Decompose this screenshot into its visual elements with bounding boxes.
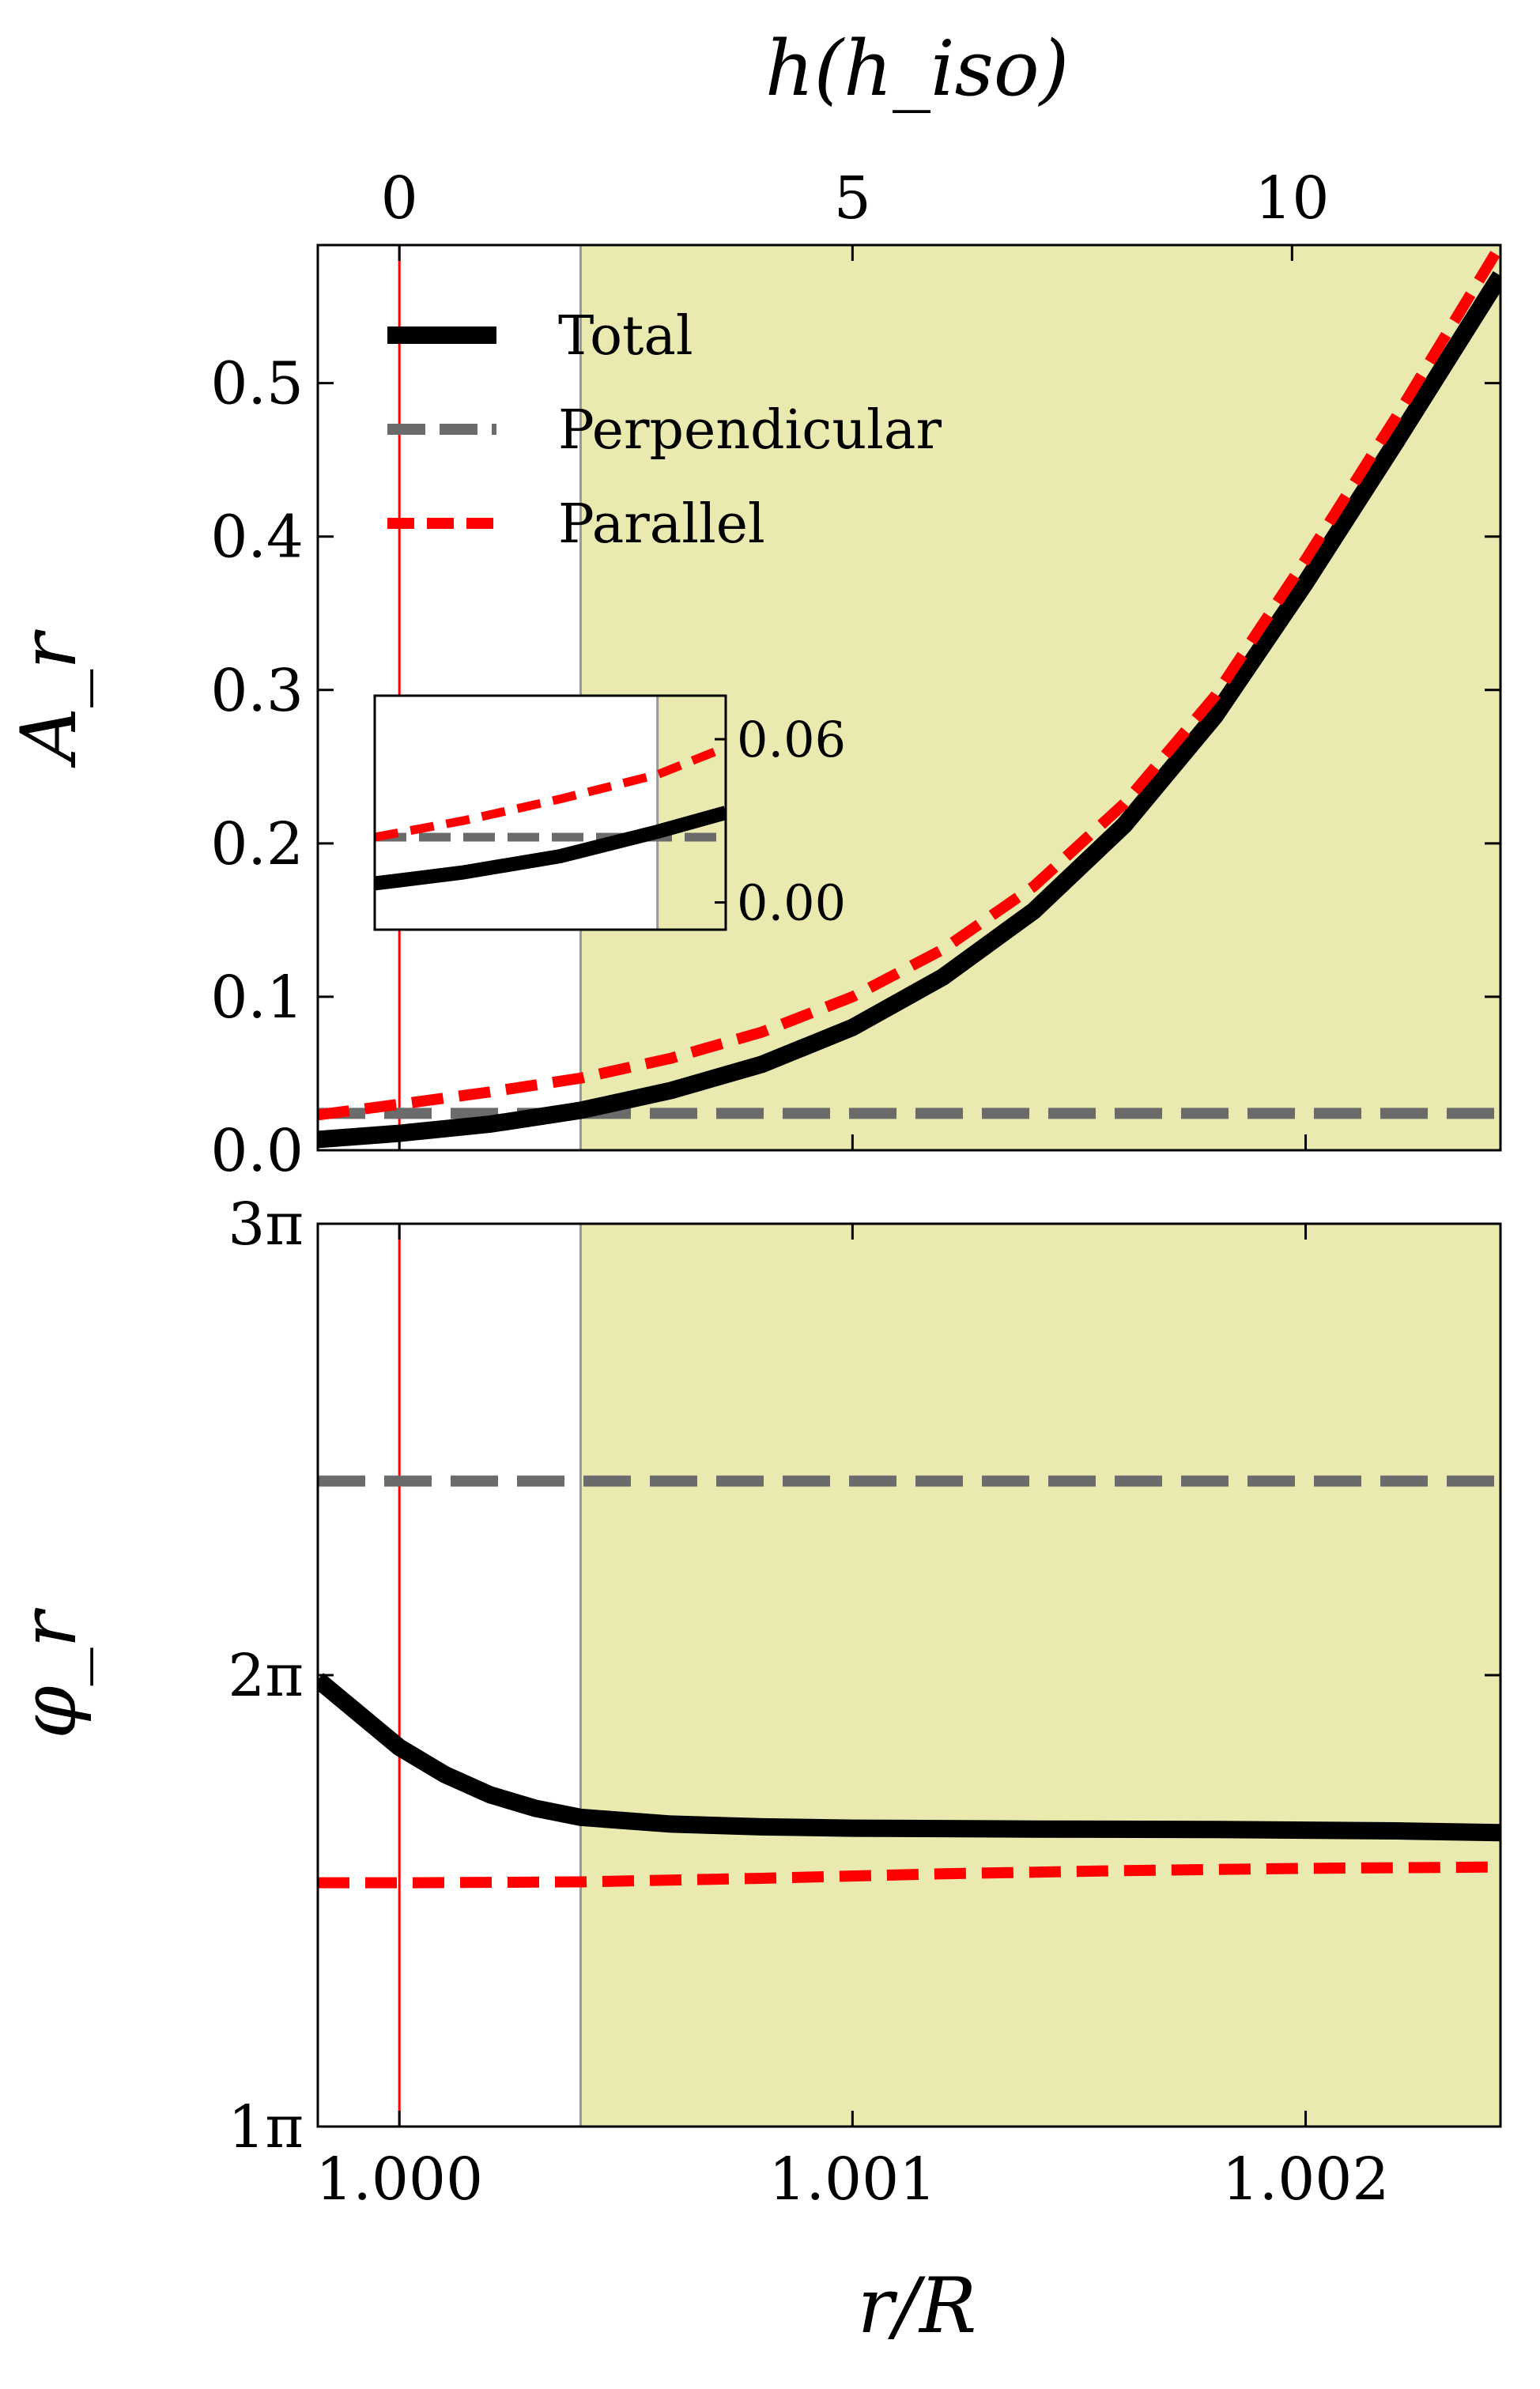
legend: Total Perpendicular Parallel	[387, 305, 942, 556]
bottom-series-parallel	[318, 1861, 1500, 1889]
inset-plot: 0.00 0.06	[373, 694, 846, 932]
top-xtick-label: 0	[381, 164, 418, 232]
bottom-xtick-label: 1.001	[768, 2146, 936, 2214]
top-xtick-label: 10	[1255, 164, 1329, 232]
legend-label-perpendicular: Perpendicular	[558, 399, 942, 462]
bottom-series-total	[318, 1673, 1500, 1842]
bottom-ytick-label: 2π	[228, 1642, 304, 1710]
top-ytick-label: 0.5	[210, 350, 304, 418]
top-ytick-label: 0.4	[210, 504, 304, 572]
bottom-ytick-label: 1π	[228, 2093, 304, 2161]
bottom-xtick-label: 1.002	[1222, 2146, 1390, 2214]
inset-frame	[373, 694, 727, 931]
bottom-y-axis-title: φ_r	[5, 1607, 93, 1738]
top-xtick-label: 5	[834, 164, 871, 232]
top-series-parallel	[318, 245, 1500, 1121]
top-ytick-label: 0.3	[210, 657, 304, 725]
bottom-ytick-label: 3π	[228, 1191, 304, 1259]
top-series-group	[318, 245, 1500, 1149]
top-y-axis-title: A_r	[5, 629, 93, 768]
bottom-shaded-region	[580, 1224, 1500, 2127]
inset-ytick-label: 0.00	[737, 874, 846, 932]
top-shaded-region	[580, 245, 1500, 1150]
inset-series-total	[375, 806, 726, 891]
inset-ytick-label: 0.06	[737, 711, 846, 768]
legend-label-total: Total	[558, 305, 693, 368]
top-axis-title: h(h_iso)	[765, 25, 1069, 113]
legend-label-parallel: Parallel	[558, 493, 765, 556]
top-plot-frame	[316, 243, 1502, 1152]
top-ytick-label: 0.1	[210, 964, 304, 1032]
top-ytick-label: 0.0	[210, 1117, 304, 1185]
bottom-panel-ticks: 1π 2π 3π 1.000 1.001 1.002	[228, 1191, 1500, 2214]
bottom-xtick-label: 1.000	[315, 2146, 483, 2214]
bottom-panel: 1π 2π 3π 1.000 1.001 1.002 r/R φ_r	[5, 1191, 1502, 2350]
top-panel-ticks: 0.0 0.1 0.2 0.3 0.4 0.5 0 5 10	[210, 164, 1500, 1185]
inset-series-parallel	[375, 743, 726, 842]
top-ytick-label: 0.2	[210, 810, 304, 878]
top-series-total	[318, 270, 1500, 1149]
bottom-x-axis-title: r/R	[858, 2262, 977, 2350]
bottom-series-group	[318, 1475, 1500, 1889]
